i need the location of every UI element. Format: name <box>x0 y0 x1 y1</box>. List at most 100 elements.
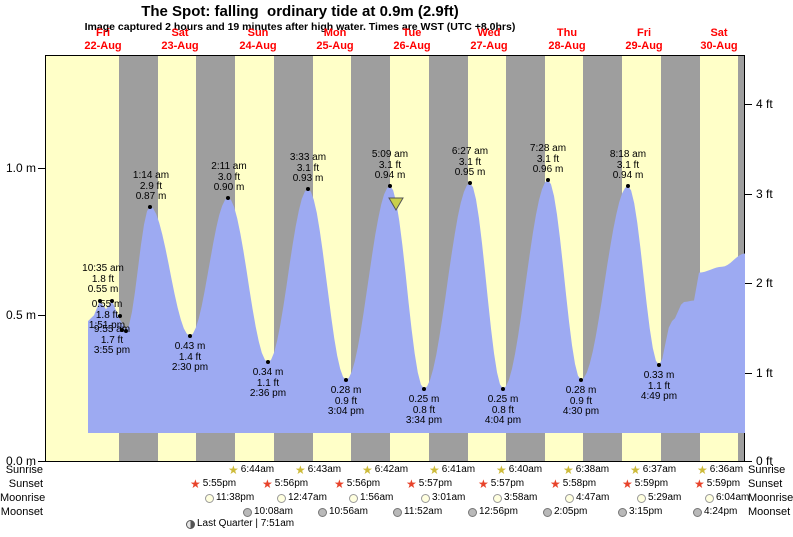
sunrise-star-icon: ★ <box>362 463 373 477</box>
moonrise-time-entry: 5:29am <box>637 492 681 504</box>
page-subtitle: Image captured 2 hours and 19 minutes af… <box>84 21 516 33</box>
moonset-icon <box>318 507 327 517</box>
moonrise-time: 3:58am <box>504 492 538 503</box>
sunset-time: 5:56pm <box>346 478 381 489</box>
moonset-time: 4:24pm <box>704 506 738 517</box>
sunrise-time-entry: ★ 6:38am <box>563 464 609 476</box>
tide-high-label: 1:14 am 2.9 ft 0.87 m <box>132 170 170 202</box>
left-axis-tick <box>38 168 45 169</box>
sunset-star-icon: ★ <box>478 477 489 491</box>
tide-point-dot <box>118 314 122 318</box>
sunrise-star-icon: ★ <box>563 463 574 477</box>
moonrise-icon <box>565 493 574 503</box>
tide-point-dot <box>306 187 310 191</box>
tide-point-dot <box>344 378 348 382</box>
sunrise-star-icon: ★ <box>697 463 708 477</box>
sunrise-star-icon: ★ <box>429 463 440 477</box>
moonset-icon <box>468 507 477 517</box>
day-label: Tue 26-Aug <box>393 27 431 52</box>
tide-low-label: 0.43 m 1.4 ft 2:30 pm <box>171 341 209 373</box>
day-label: Thu 28-Aug <box>548 27 586 52</box>
tide-point-dot <box>388 184 392 188</box>
moonrise-time-entry: 3:01am <box>421 492 465 504</box>
moonset-time-entry: 4:24pm <box>693 506 737 518</box>
moonset-time: 3:15pm <box>629 506 663 517</box>
moonset-icon <box>693 507 702 517</box>
sunrise-time: 6:42am <box>374 464 409 475</box>
tide-high-label: 7:28 am 3.1 ft 0.96 m <box>529 143 567 175</box>
moonset-time-entry: 11:52am <box>393 506 442 518</box>
moonrise-icon <box>637 493 646 503</box>
moonrise-time-entry: 12:47am <box>277 492 327 504</box>
day-label: Mon 25-Aug <box>316 27 354 52</box>
sunset-star-icon: ★ <box>190 477 201 491</box>
sunset-row-label-right: Sunset <box>748 478 783 490</box>
moonrise-time: 1:56am <box>360 492 394 503</box>
tide-point-dot <box>110 299 114 303</box>
tide-low-label: 0.25 m 0.8 ft 4:04 pm <box>484 394 522 426</box>
tide-high-label: 0.55 m 1.8 ft 1:51 pm <box>88 299 126 331</box>
tide-area <box>88 180 745 433</box>
left-axis-label: 0.0 m <box>5 454 36 468</box>
moonset-icon <box>243 507 252 517</box>
sunset-star-icon: ★ <box>334 477 345 491</box>
sunset-star-icon: ★ <box>262 477 273 491</box>
tide-point-dot <box>626 184 630 188</box>
right-axis-label: 2 ft <box>756 276 773 290</box>
sunrise-time-entry: ★ 6:37am <box>630 464 676 476</box>
last-quarter-moon-icon <box>186 519 195 529</box>
sunset-time-entry: ★ 5:58pm <box>550 478 596 490</box>
moonrise-time: 12:47am <box>288 492 327 503</box>
moonset-row-label-left: Moonset <box>0 506 43 518</box>
moonrise-time-entry: 11:38pm <box>205 492 254 504</box>
tide-high-label: 8:18 am 3.1 ft 0.94 m <box>609 149 647 181</box>
tide-point-dot <box>657 363 661 367</box>
sunrise-time: 6:38am <box>575 464 610 475</box>
tide-point-dot <box>501 387 505 391</box>
moonset-icon <box>543 507 552 517</box>
tide-point-dot <box>120 328 124 332</box>
tide-low-label: 0.28 m 0.9 ft 4:30 pm <box>562 385 600 417</box>
right-axis-label: 3 ft <box>756 187 773 201</box>
moonset-time-entry: 10:56am <box>318 506 368 518</box>
tide-curve-svg <box>88 178 745 433</box>
sunrise-row-label-right: Sunrise <box>748 464 786 476</box>
tide-high-label: 5:09 am 3.1 ft 0.94 m <box>371 149 409 181</box>
moonset-time-entry: 10:08am <box>243 506 293 518</box>
moonset-time: 2:05pm <box>554 506 588 517</box>
tide-high-label: 2:11 am 3.0 ft 0.90 m <box>211 161 247 193</box>
day-label: Wed 27-Aug <box>470 27 508 52</box>
moonset-icon <box>393 507 402 517</box>
tide-high-label: 6:27 am 3.1 ft 0.95 m <box>451 146 489 178</box>
moonrise-time-entry: 1:56am <box>349 492 393 504</box>
sunrise-star-icon: ★ <box>228 463 239 477</box>
right-axis-tick <box>745 461 752 462</box>
tide-point-dot <box>226 196 230 200</box>
tide-point-dot <box>468 181 472 185</box>
left-axis-tick <box>38 461 45 462</box>
sunset-star-icon: ★ <box>406 477 417 491</box>
day-label: Sat 30-Aug <box>700 27 738 52</box>
sunrise-time: 6:41am <box>441 464 476 475</box>
tide-point-dot <box>266 360 270 364</box>
moonrise-time: 5:29am <box>648 492 682 503</box>
moonset-time-entry: 12:56pm <box>468 506 518 518</box>
sunset-time: 5:59pm <box>634 478 669 489</box>
moonset-time: 10:56am <box>329 506 368 517</box>
moonset-time: 10:08am <box>254 506 293 517</box>
day-label: Fri 22-Aug <box>84 27 122 52</box>
day-label: Sun 24-Aug <box>239 27 277 52</box>
moonrise-time: 6:04am <box>716 492 750 503</box>
sunrise-time-entry: ★ 6:41am <box>429 464 475 476</box>
sunset-time-entry: ★ 5:57pm <box>478 478 524 490</box>
moonset-icon <box>618 507 627 517</box>
sunset-star-icon: ★ <box>622 477 633 491</box>
sunrise-star-icon: ★ <box>295 463 306 477</box>
moonrise-row-label-right: Moonrise <box>748 492 793 504</box>
right-axis-tick <box>745 194 752 195</box>
sunrise-time: 6:43am <box>307 464 342 475</box>
sunset-time: 5:55pm <box>202 478 237 489</box>
moon-phase-label: Last Quarter | 7:51am <box>197 518 295 529</box>
tide-low-label: 0.25 m 0.8 ft 3:34 pm <box>405 394 443 426</box>
moonset-row-label-right: Moonset <box>748 506 791 518</box>
